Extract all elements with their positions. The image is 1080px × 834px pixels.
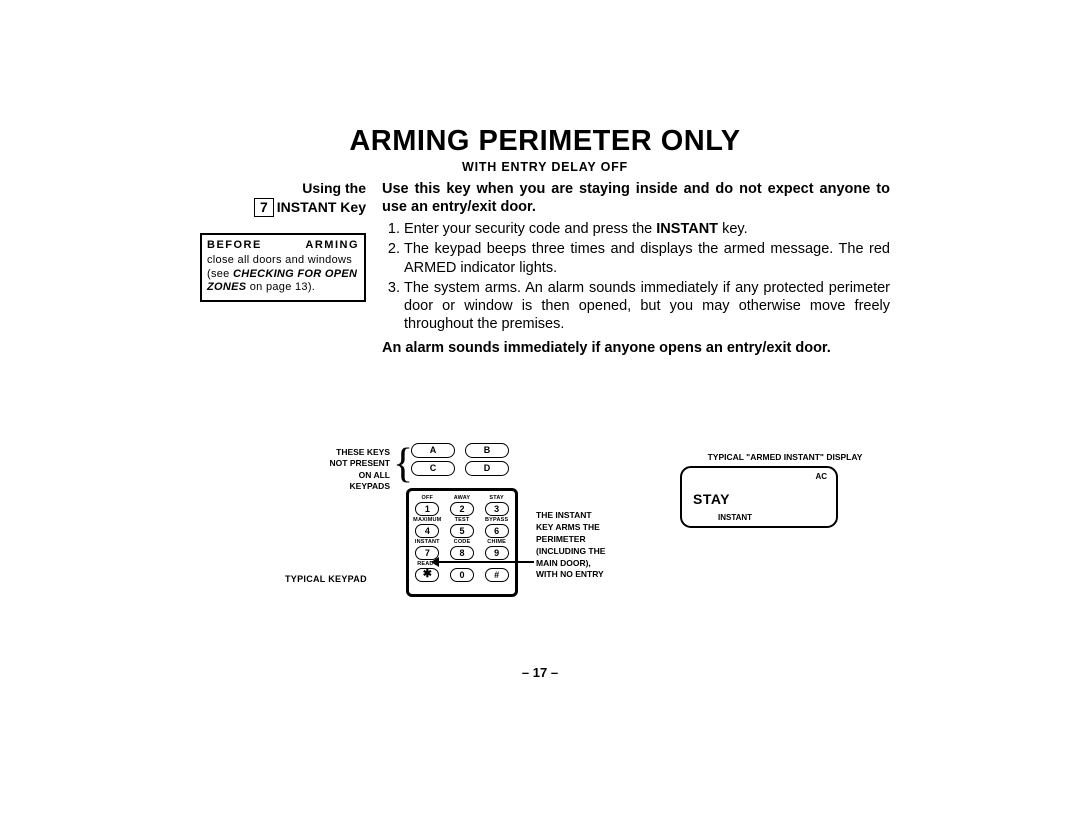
callout-line — [434, 561, 534, 563]
using-heading: Using the 7INSTANT Key — [200, 180, 366, 217]
key-label: STAY — [482, 495, 511, 502]
body-columns: Using the 7INSTANT Key BEFORE ARMING clo… — [200, 180, 890, 357]
keypad-key-4: 4 — [415, 524, 439, 538]
display-stay: STAY — [693, 491, 730, 507]
keypad-key-5: 5 — [450, 524, 474, 538]
keypad-key-1: 1 — [415, 502, 439, 516]
key-label: BYPASS — [482, 517, 511, 524]
left-column: Using the 7INSTANT Key BEFORE ARMING clo… — [200, 180, 366, 357]
closing-text: An alarm sounds immediately if anyone op… — [382, 339, 890, 357]
key-label: CHIME — [482, 539, 511, 546]
note-keys-not-present: THESE KEYSNOT PRESENTON ALLKEYPADS — [280, 447, 390, 493]
display-title: TYPICAL "ARMED INSTANT" DISPLAY — [680, 452, 890, 462]
abcd-key-c: C — [411, 461, 455, 476]
abcd-key-a: A — [411, 443, 455, 458]
using-line2: INSTANT Key — [277, 199, 366, 215]
keypad-key-3: 3 — [485, 502, 509, 516]
step-1: Enter your security code and press the I… — [404, 220, 890, 238]
before-arming-header: BEFORE ARMING — [207, 239, 359, 253]
page-title: ARMING PERIMETER ONLY — [200, 125, 890, 158]
key-label: TEST — [448, 517, 477, 524]
abcd-key-d: D — [465, 461, 509, 476]
keypad-key-9: 9 — [485, 546, 509, 560]
key-label: CODE — [448, 539, 477, 546]
before-arming-box: BEFORE ARMING close all doors and window… — [200, 233, 366, 302]
keypad-key-2: 2 — [450, 502, 474, 516]
keypad-key-6: 6 — [485, 524, 509, 538]
step-list: Enter your security code and press the I… — [382, 220, 890, 333]
using-line1: Using the — [302, 180, 366, 196]
display-instant: INSTANT — [718, 513, 752, 522]
abcd-keys: ABCD — [411, 443, 509, 476]
keypad-key-#: # — [485, 568, 509, 582]
page-subtitle: WITH ENTRY DELAY OFF — [200, 160, 890, 174]
keypad-grid: OFF1 AWAY2 STAY3 MAXIMUM4 TEST5 BYPASS6 INSTAN… — [413, 495, 511, 582]
intro-text: Use this key when you are staying inside… — [382, 180, 890, 216]
keypad-key-0: 0 — [450, 568, 474, 582]
lcd-display: AC STAY INSTANT — [680, 466, 838, 528]
keypad-diagram: THESE KEYSNOT PRESENTON ALLKEYPADS { ABC… — [200, 430, 890, 650]
callout-arrow-icon — [431, 557, 439, 567]
key-label: INSTANT — [413, 539, 442, 546]
display-ac: AC — [815, 472, 827, 481]
before-line2c: on page 13). — [246, 281, 315, 293]
manual-page: ARMING PERIMETER ONLY WITH ENTRY DELAY O… — [200, 125, 890, 357]
instant-key-number: 7 — [254, 198, 274, 218]
keypad-key-8: 8 — [450, 546, 474, 560]
step-3: The system arms. An alarm sounds immedia… — [404, 279, 890, 333]
key-label: OFF — [413, 495, 442, 502]
key-label: MAXIMUM — [413, 517, 442, 524]
before-line1: close all doors and windows — [207, 254, 352, 266]
page-number: – 17 – — [0, 665, 1080, 680]
keypad: OFF1 AWAY2 STAY3 MAXIMUM4 TEST5 BYPASS6 INSTAN… — [406, 488, 518, 597]
keypad-key-✱: ✱ — [415, 568, 439, 582]
right-column: Use this key when you are staying inside… — [382, 180, 890, 357]
before-line2a: (see — [207, 268, 233, 280]
abcd-key-b: B — [465, 443, 509, 458]
key-label: AWAY — [448, 495, 477, 502]
step-2: The keypad beeps three times and display… — [404, 240, 890, 276]
typical-keypad-label: TYPICAL KEYPAD — [285, 574, 367, 584]
note-instant-key: THE INSTANTKEY ARMS THEPERIMETER(INCLUDI… — [536, 510, 656, 581]
